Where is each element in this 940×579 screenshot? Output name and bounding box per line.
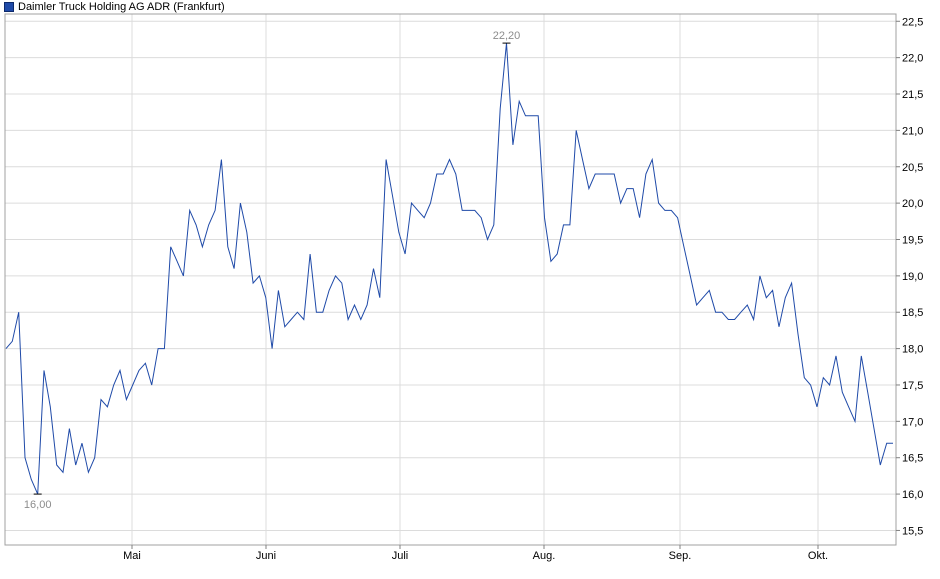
- x-tick-label: Juli: [392, 550, 409, 562]
- legend-label: Daimler Truck Holding AG ADR (Frankfurt): [18, 1, 225, 13]
- y-axis: 15,5 16,0 16,5 17,0 17,5 18,0 18,5 19,0 19,5 20,0…: [896, 16, 923, 537]
- y-tick-label: 19,0: [902, 271, 923, 283]
- x-tick-label: Sep.: [669, 550, 692, 562]
- y-tick-label: 18,5: [902, 307, 923, 319]
- y-tick-label: 20,5: [902, 162, 923, 174]
- max-label: 22,20: [493, 30, 521, 42]
- x-tick-label: Okt.: [808, 550, 828, 562]
- x-tick-label: Aug.: [533, 550, 556, 562]
- y-tick-label: 15,5: [902, 525, 923, 537]
- y-tick-label: 19,5: [902, 234, 923, 246]
- y-tick-label: 21,0: [902, 125, 923, 137]
- grid: [5, 14, 896, 545]
- legend-swatch: [4, 2, 14, 12]
- min-label: 16,00: [24, 499, 52, 511]
- series-layer: [5, 43, 893, 495]
- x-tick-label: Mai: [123, 550, 141, 562]
- plot-frame: [4, 13, 897, 546]
- y-tick-label: 21,5: [902, 89, 923, 101]
- y-tick-label: 17,0: [902, 416, 923, 428]
- y-tick-label: 22,0: [902, 53, 923, 65]
- y-tick-label: 22,5: [902, 16, 923, 28]
- x-axis: Mai Juni Juli Aug. Sep. Okt.: [123, 545, 828, 562]
- y-tick-label: 16,5: [902, 453, 923, 465]
- plot-border: [4, 13, 897, 546]
- annotations: 22,20 16,00: [24, 30, 520, 511]
- y-tick-label: 18,0: [902, 344, 923, 356]
- chart-legend: Daimler Truck Holding AG ADR (Frankfurt): [4, 0, 225, 14]
- series-line: [5, 43, 893, 495]
- y-tick-label: 16,0: [902, 489, 923, 501]
- y-tick-label: 17,5: [902, 380, 923, 392]
- y-tick-label: 20,0: [902, 198, 923, 210]
- x-tick-label: Juni: [256, 550, 276, 562]
